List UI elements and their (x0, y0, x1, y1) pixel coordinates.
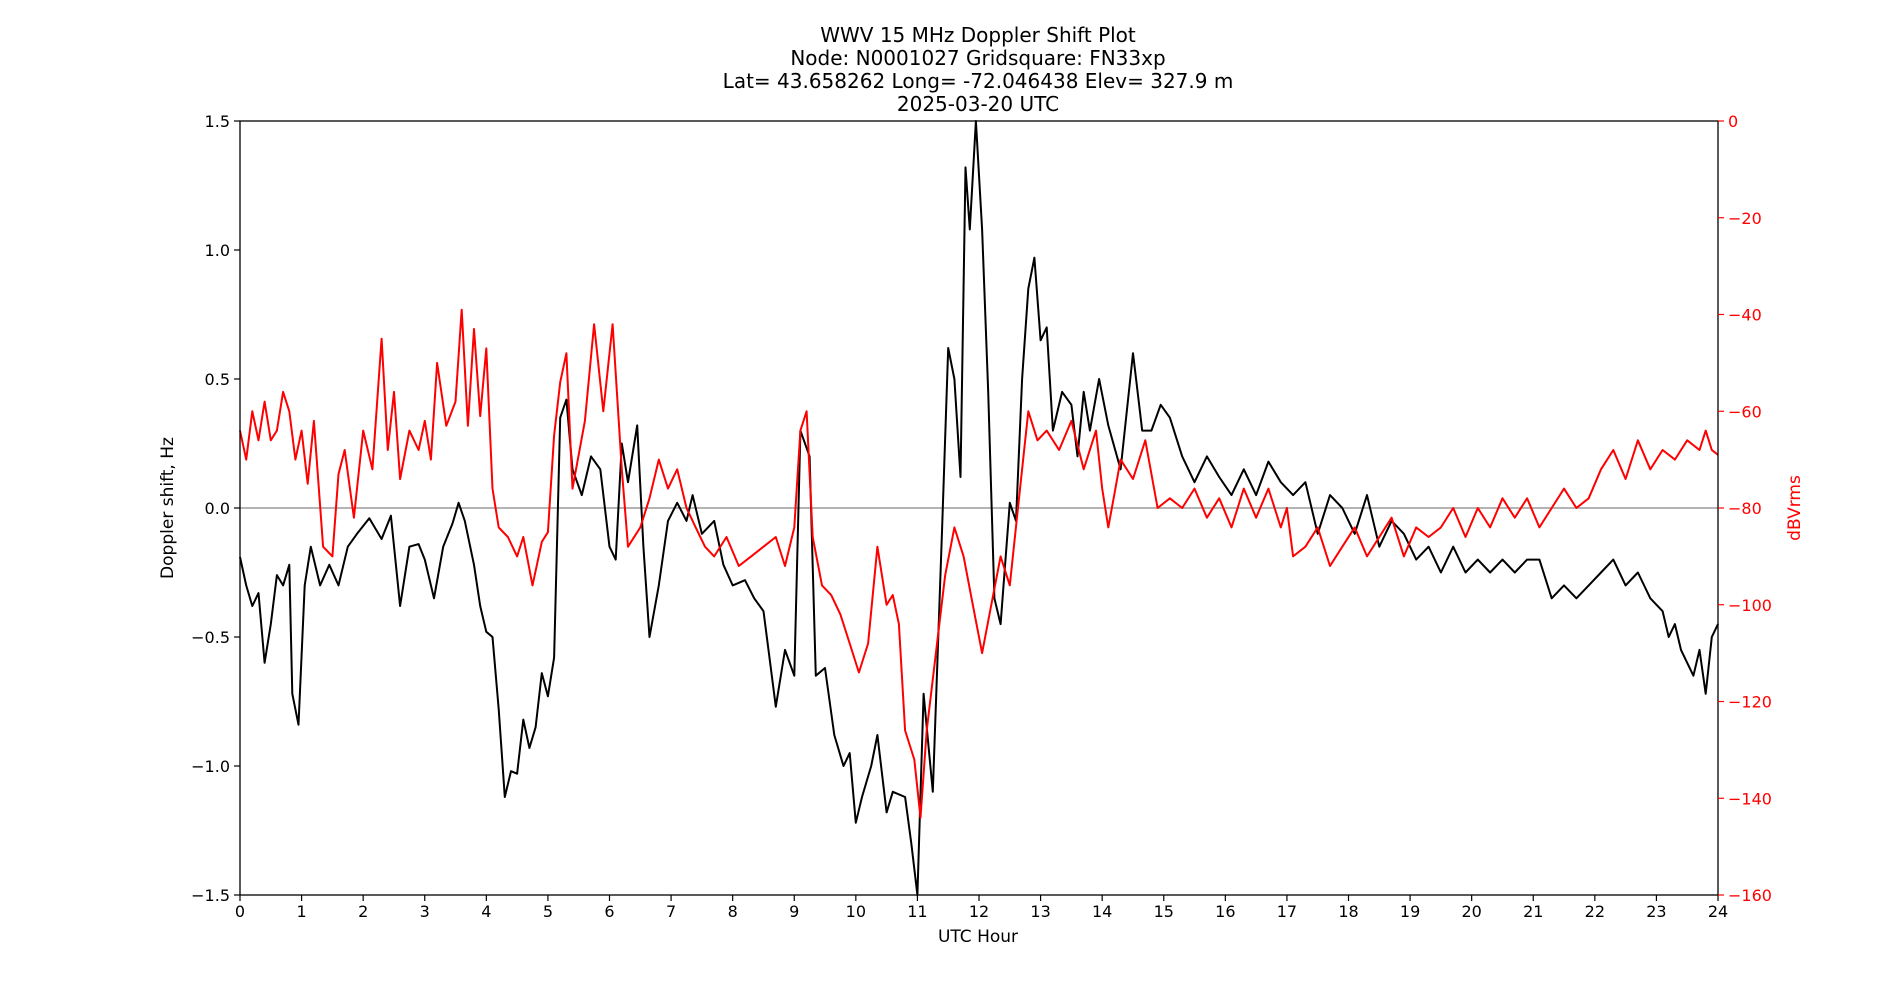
x-tick-label: 1 (296, 902, 306, 921)
y2-tick-label: −140 (1728, 789, 1772, 808)
x-tick-label: 15 (1154, 902, 1174, 921)
plot-series-group (239, 120, 1719, 896)
title-line-1: WWV 15 MHz Doppler Shift Plot (820, 23, 1136, 47)
x-tick-label: 19 (1400, 902, 1420, 921)
x-tick-label: 7 (666, 902, 676, 921)
chart-title: WWV 15 MHz Doppler Shift Plot Node: N000… (723, 23, 1234, 116)
y2-tick-label: −40 (1728, 306, 1762, 325)
y-axis-right-label: dBVrms (1785, 475, 1805, 541)
x-tick-label: 11 (907, 902, 927, 921)
y2-tick-label: −160 (1728, 886, 1772, 905)
x-axis-label: UTC Hour (938, 927, 1018, 947)
x-tick-label: 5 (543, 902, 553, 921)
x-tick-label: 4 (481, 902, 491, 921)
x-tick-label: 18 (1338, 902, 1358, 921)
x-tick-label: 17 (1277, 902, 1297, 921)
x-tick-label: 6 (604, 902, 614, 921)
y-axis-right-ticks: −160 −140 −120 −100 −80 −60 −40 −20 0 (1718, 112, 1772, 905)
x-tick-label: 10 (846, 902, 866, 921)
x-tick-label: 2 (358, 902, 368, 921)
x-tick-label: 16 (1215, 902, 1235, 921)
x-axis-ticks: 0 1 2 3 4 5 6 7 8 9 10 11 12 13 14 15 16 17 18 19 20 21 22 23 24 (235, 895, 1728, 921)
x-tick-label: 13 (1030, 902, 1050, 921)
y2-tick-label: −100 (1728, 596, 1772, 615)
x-tick-label: 22 (1585, 902, 1605, 921)
x-tick-label: 20 (1461, 902, 1481, 921)
y-tick-label: 1.0 (205, 241, 230, 260)
y-tick-label: 1.5 (205, 112, 230, 131)
y2-tick-label: −120 (1728, 693, 1772, 712)
doppler-shift-series (239, 120, 1719, 896)
y-tick-label: −0.5 (191, 628, 230, 647)
y2-tick-label: −80 (1728, 499, 1762, 518)
y-axis-left-label: Doppler shift, Hz (158, 437, 178, 579)
x-tick-label: 0 (235, 902, 245, 921)
y2-tick-label: −60 (1728, 402, 1762, 421)
x-tick-label: 23 (1646, 902, 1666, 921)
title-line-3: Lat= 43.658262 Long= -72.046438 Elev= 32… (723, 69, 1234, 93)
x-tick-label: 21 (1523, 902, 1543, 921)
x-tick-label: 12 (969, 902, 989, 921)
title-line-2: Node: N0001027 Gridsquare: FN33xp (790, 46, 1165, 70)
title-line-4: 2025-03-20 UTC (897, 92, 1059, 116)
y2-tick-label: 0 (1728, 112, 1738, 131)
x-tick-label: 3 (420, 902, 430, 921)
x-tick-label: 14 (1092, 902, 1112, 921)
x-tick-label: 8 (728, 902, 738, 921)
y-tick-label: −1.5 (191, 886, 230, 905)
y-tick-label: 0.5 (205, 370, 230, 389)
y-tick-label: 0.0 (205, 499, 230, 518)
x-tick-label: 9 (789, 902, 799, 921)
signal-power-series (239, 308, 1719, 819)
x-tick-label: 24 (1708, 902, 1728, 921)
y-tick-label: −1.0 (191, 757, 230, 776)
y-axis-left-ticks: −1.5 −1.0 −0.5 0.0 0.5 1.0 1.5 (191, 112, 240, 905)
y2-tick-label: −20 (1728, 209, 1762, 228)
